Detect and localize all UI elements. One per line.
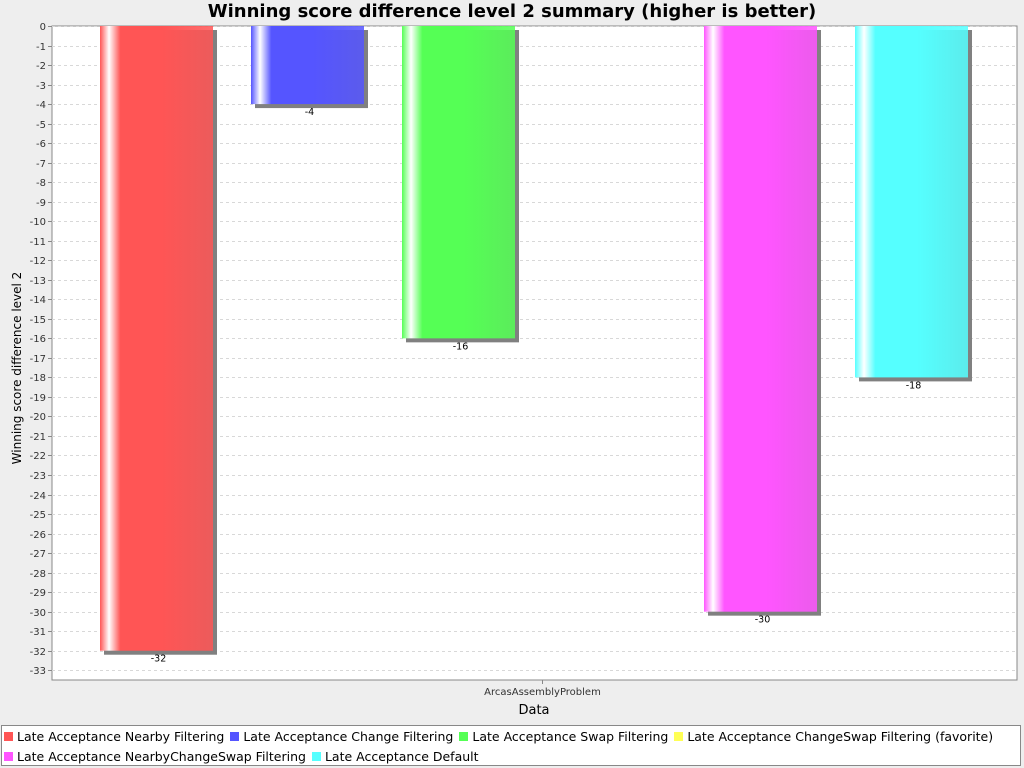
y-tick-label: -6	[36, 139, 46, 150]
y-tick-label: -4	[36, 100, 46, 111]
y-tick-label: -15	[30, 315, 46, 326]
bar	[855, 26, 968, 378]
legend-item: Late Acceptance Default	[311, 747, 479, 766]
legend-item: Late Acceptance ChangeSwap Filtering (fa…	[674, 727, 993, 746]
legend-item: Late Acceptance Change Filtering	[230, 727, 453, 746]
y-tick-label: -20	[30, 412, 46, 423]
y-tick-label: -5	[36, 120, 46, 131]
bar-value-label: -16	[453, 341, 469, 352]
y-tick-label: -17	[30, 354, 46, 365]
legend: Late Acceptance Nearby Filtering Late Acc…	[1, 725, 1021, 766]
y-tick-label: -27	[30, 549, 46, 560]
legend-swatch	[674, 732, 684, 741]
y-tick-label: -2	[36, 61, 46, 72]
bar-value-label: -18	[906, 380, 922, 391]
legend-swatch	[230, 732, 240, 741]
y-tick-label: -33	[30, 666, 46, 677]
y-tick-label: -25	[30, 510, 46, 521]
y-tick-label: -7	[36, 159, 46, 170]
y-tick-label: -24	[30, 491, 46, 502]
legend-label: Late Acceptance Change Filtering	[243, 729, 454, 744]
y-tick-label: -26	[30, 530, 46, 541]
y-tick-label: -1	[36, 42, 46, 53]
legend-item: Late Acceptance NearbyChangeSwap Filteri…	[4, 747, 306, 766]
x-tick-label: ArcasAssemblyProblem	[484, 687, 601, 698]
legend-swatch	[4, 732, 13, 741]
bar-value-label: -4	[305, 107, 314, 118]
bar	[251, 26, 364, 105]
y-tick-label: -10	[30, 217, 46, 228]
y-tick-label: -8	[36, 178, 46, 189]
bar-value-label: -30	[755, 615, 771, 626]
y-tick-label: -19	[30, 393, 46, 404]
legend-swatch	[311, 752, 321, 761]
legend-label: Late Acceptance Swap Filtering	[472, 729, 669, 744]
legend-label: Late Acceptance Default	[324, 749, 479, 764]
chart-plot: 0 -1 -2 -3 -4 -5 -6 -7 -8 -9 -10 -11 -12 -13 -14 -15 -16…	[10, 22, 1018, 698]
bar	[704, 26, 817, 612]
legend-label: Late Acceptance NearbyChangeSwap Filteri…	[17, 749, 306, 764]
y-tick-label: -16	[30, 334, 46, 345]
legend-item: Late Acceptance Nearby Filtering	[4, 727, 224, 746]
legend-label: Late Acceptance ChangeSwap Filtering (fa…	[687, 729, 994, 744]
y-tick-label: -13	[30, 276, 46, 287]
chart-title: Winning score difference level 2 summary…	[207, 1, 817, 22]
y-tick-label: -18	[30, 373, 46, 384]
y-tick-label: -22	[30, 451, 46, 462]
y-tick-label: -30	[30, 608, 46, 619]
y-tick-label: -9	[36, 198, 46, 209]
y-tick-label: -14	[30, 295, 46, 306]
legend-swatch	[4, 752, 13, 761]
y-tick-label: -21	[30, 432, 46, 443]
legend-swatch	[459, 732, 469, 741]
y-tick-label: 0	[40, 22, 46, 33]
y-tick-label: -23	[30, 471, 46, 482]
legend-label: Late Acceptance Nearby Filtering	[17, 729, 225, 744]
bar-value-label: -32	[151, 654, 167, 665]
bar	[100, 26, 213, 651]
y-tick-label: -31	[30, 627, 46, 638]
y-tick-label: -11	[30, 237, 46, 248]
y-tick-label: -28	[30, 569, 46, 580]
bar	[402, 26, 515, 339]
y-axis-label: Winning score difference level 2	[10, 272, 24, 465]
y-tick-label: -29	[30, 588, 46, 599]
x-axis-label: Data	[518, 703, 550, 718]
y-tick-label: -12	[30, 256, 46, 267]
y-tick-label: -3	[36, 81, 46, 92]
y-tick-label: -32	[30, 647, 46, 658]
legend-item: Late Acceptance Swap Filtering	[459, 727, 668, 746]
